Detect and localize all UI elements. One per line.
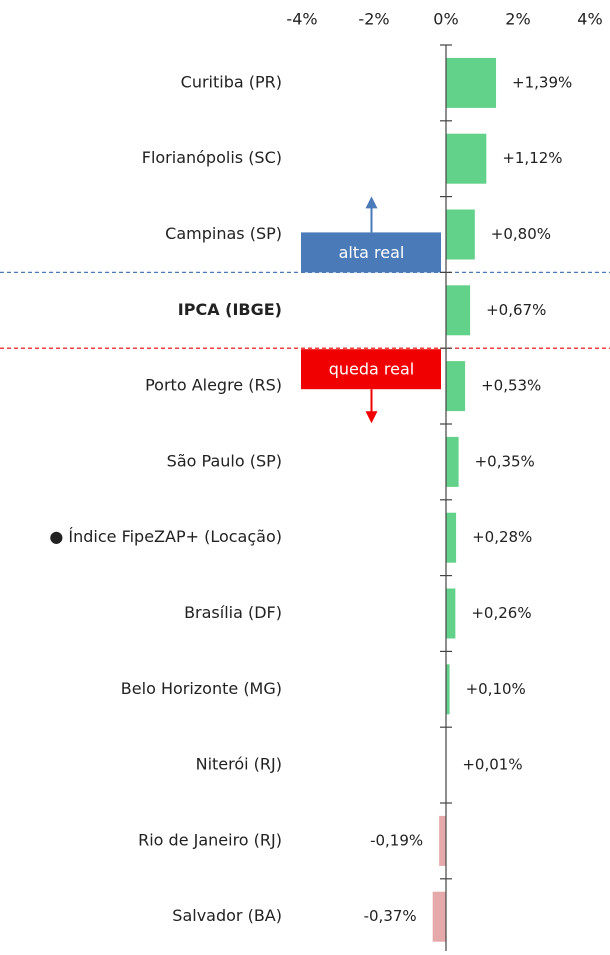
bar bbox=[446, 285, 470, 335]
bar bbox=[439, 816, 446, 866]
annotation-arrowhead bbox=[366, 196, 378, 208]
bar bbox=[446, 437, 459, 487]
category-label: IPCA (IBGE) bbox=[178, 300, 282, 319]
x-tick-label: 4% bbox=[577, 10, 602, 29]
value-label: +0,35% bbox=[475, 452, 535, 470]
bar bbox=[446, 513, 456, 563]
category-label: Campinas (SP) bbox=[165, 224, 282, 243]
bar bbox=[433, 892, 446, 942]
x-tick-label: -2% bbox=[358, 10, 389, 29]
value-label: +0,26% bbox=[471, 604, 531, 622]
x-tick-label: -4% bbox=[286, 10, 317, 29]
value-label: +0,67% bbox=[486, 301, 546, 319]
category-label: Porto Alegre (RS) bbox=[145, 376, 282, 395]
category-label: São Paulo (SP) bbox=[167, 451, 282, 470]
bar bbox=[446, 361, 465, 411]
bar bbox=[446, 589, 455, 639]
value-label: +0,01% bbox=[462, 756, 522, 774]
annotation-text: queda real bbox=[329, 360, 415, 379]
value-label: +0,28% bbox=[472, 528, 532, 546]
value-label: +1,12% bbox=[502, 149, 562, 167]
category-label: Curitiba (PR) bbox=[181, 72, 282, 91]
category-label: Salvador (BA) bbox=[172, 906, 282, 925]
value-label: +0,80% bbox=[491, 225, 551, 243]
category-label: Belo Horizonte (MG) bbox=[121, 679, 282, 698]
bar bbox=[446, 58, 496, 108]
bar bbox=[446, 210, 475, 260]
x-tick-label: 2% bbox=[505, 10, 530, 29]
bar bbox=[446, 134, 486, 184]
annotation-arrowhead bbox=[366, 411, 378, 423]
value-label: +0,10% bbox=[466, 680, 526, 698]
value-label: +0,53% bbox=[481, 377, 541, 395]
value-label: +1,39% bbox=[512, 73, 572, 91]
category-label: Rio de Janeiro (RJ) bbox=[138, 830, 282, 849]
category-label: Florianópolis (SC) bbox=[142, 148, 282, 167]
category-label: ● Índice FipeZAP+ (Locação) bbox=[49, 527, 282, 546]
category-label: Niterói (RJ) bbox=[196, 755, 282, 774]
value-label: -0,37% bbox=[364, 907, 417, 925]
x-tick-label: 0% bbox=[433, 10, 458, 29]
category-label: Brasília (DF) bbox=[184, 603, 282, 622]
annotation-text: alta real bbox=[339, 243, 405, 262]
value-label: -0,19% bbox=[370, 831, 423, 849]
